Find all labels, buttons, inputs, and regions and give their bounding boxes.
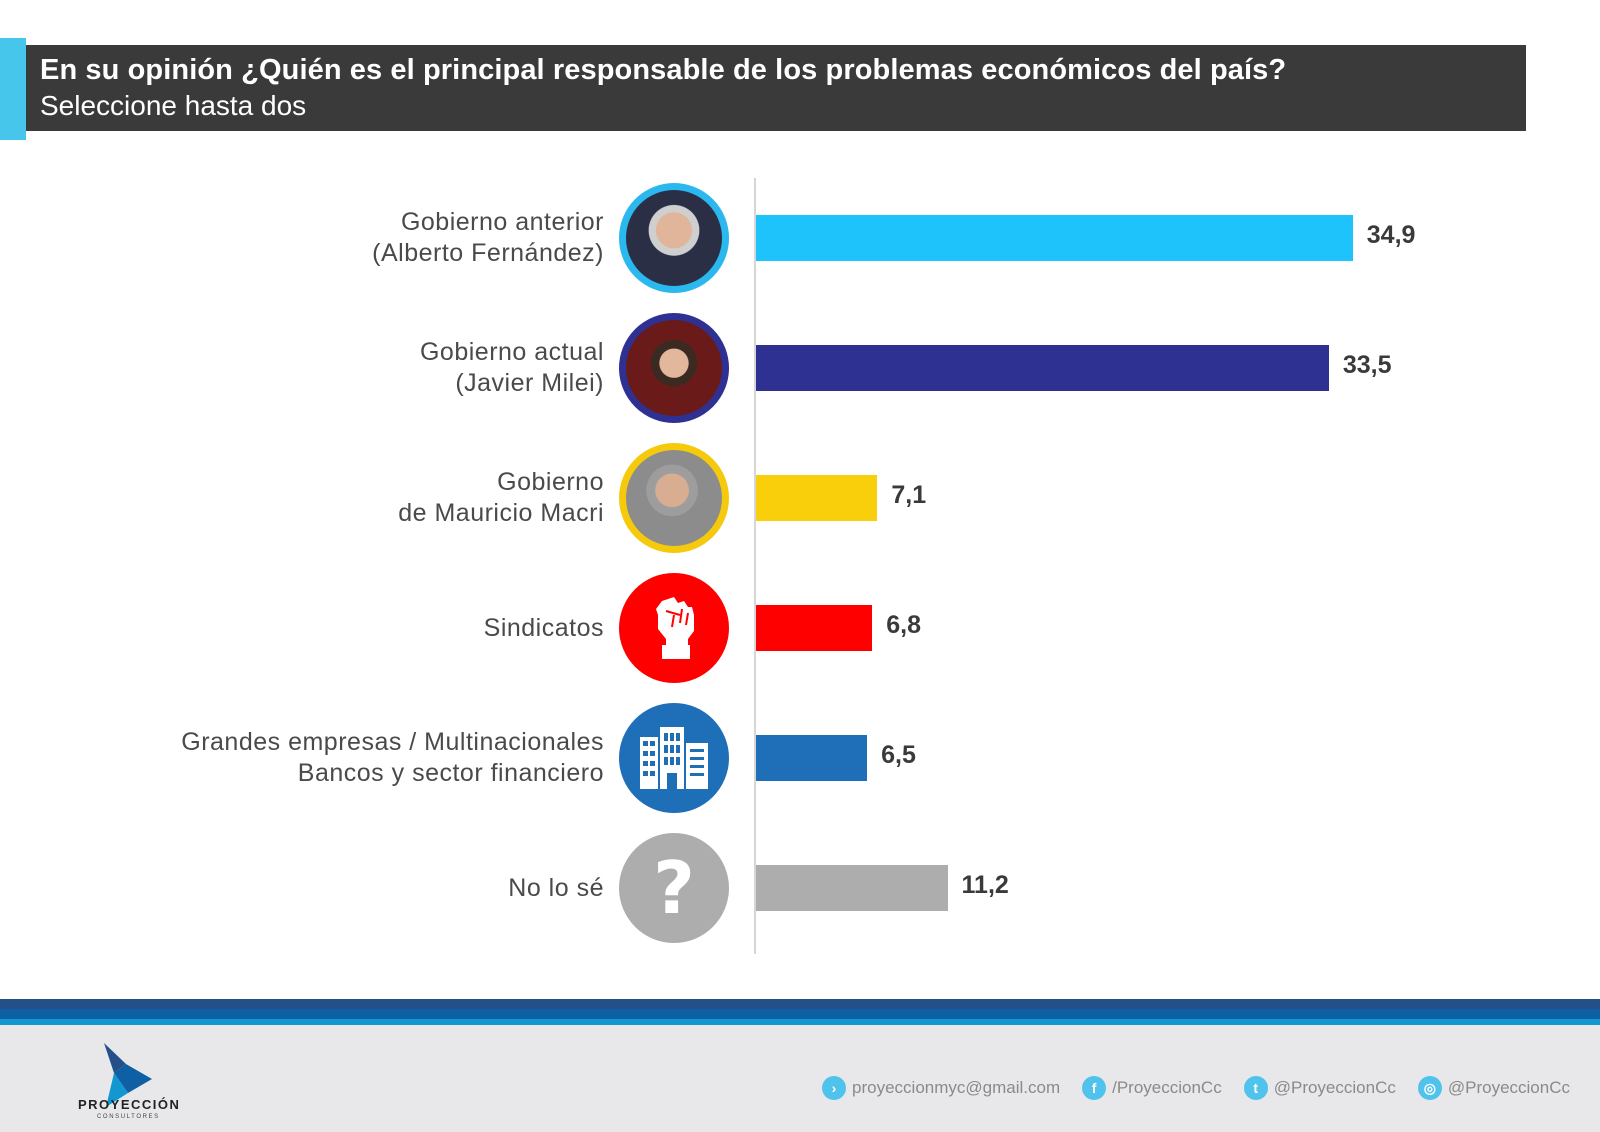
- footer-stripe: [0, 999, 1600, 1009]
- proyeccion-logo-icon: [104, 1043, 152, 1107]
- category-label: No lo sé: [508, 832, 604, 944]
- arrow-circle-icon: ›: [822, 1076, 847, 1100]
- bar: [756, 215, 1353, 261]
- category-label-line1: Sindicatos: [483, 613, 604, 642]
- bar: [756, 345, 1329, 391]
- chart-row: Gobierno anterior (Alberto Fernández) 34…: [0, 182, 1600, 294]
- category-label: Gobierno actual (Javier Milei): [420, 312, 604, 424]
- category-label-line2: Bancos y sector financiero: [297, 759, 604, 787]
- category-label-line1: Gobierno anterior: [400, 208, 604, 236]
- contact-text: @ProyeccionCc: [1273, 1078, 1396, 1097]
- footer-stripe: [0, 1009, 1600, 1019]
- category-label: Gobierno anterior (Alberto Fernández): [372, 182, 604, 294]
- data-label: 11,2: [961, 871, 1009, 899]
- accent-bar: [0, 38, 26, 140]
- chart-row: No lo sé ? 11,2: [0, 832, 1600, 944]
- footer-stripe: [0, 1019, 1600, 1025]
- category-label-line1: No lo sé: [508, 873, 604, 902]
- chart-subtitle: Seleccione hasta dos: [40, 90, 307, 121]
- chart-row: Gobierno de Mauricio Macri 7,1: [0, 442, 1600, 554]
- category-label-line1: Gobierno actual: [419, 338, 604, 366]
- question-mark-icon: ?: [619, 833, 729, 943]
- portrait-javier-milei: [619, 313, 729, 423]
- category-label: Gobierno de Mauricio Macri: [398, 442, 604, 554]
- chart-row: Grandes empresas / Multinacionales Banco…: [0, 702, 1600, 814]
- portrait-alberto-fernandez: [619, 183, 729, 293]
- chart-row: Gobierno actual (Javier Milei) 33,5: [0, 312, 1600, 424]
- contact-email[interactable]: › proyeccionmyc@gmail.com: [822, 1076, 1060, 1100]
- category-label: Sindicatos: [484, 572, 604, 684]
- raised-fist-icon: [619, 573, 729, 683]
- brand-name: PROYECCIÓN: [78, 1097, 181, 1112]
- category-label-line1: Gobierno: [497, 468, 604, 496]
- category-label-line1: Grandes empresas / Multinacionales: [181, 728, 604, 756]
- facebook-icon: f: [1082, 1076, 1107, 1100]
- bar: [756, 605, 873, 651]
- twitter-icon: t: [1243, 1076, 1268, 1100]
- contact-instagram[interactable]: ◎ @ProyeccionCc: [1417, 1076, 1570, 1100]
- title-banner: En su opinión ¿Quién es el principal res…: [26, 45, 1526, 131]
- chart-row: Sindicatos 6,8: [0, 572, 1600, 684]
- contact-text: @ProyeccionCc: [1447, 1078, 1570, 1097]
- contact-text: proyeccionmyc@gmail.com: [852, 1078, 1061, 1097]
- category-label-line2: (Javier Milei): [455, 369, 604, 397]
- building-icon: [619, 703, 729, 813]
- footer: PROYECCIÓN CONSULTORES › proyeccionmyc@g…: [0, 1025, 1600, 1132]
- chart-title: En su opinión ¿Quién es el principal res…: [40, 54, 1287, 86]
- category-label-line2: (Alberto Fernández): [372, 239, 604, 267]
- contact-list: › proyeccionmyc@gmail.com f /ProyeccionC…: [822, 1076, 1570, 1100]
- bar: [756, 475, 878, 521]
- data-label: 6,8: [886, 611, 922, 639]
- brand-subtitle: CONSULTORES: [97, 1114, 160, 1120]
- category-axis-line: [754, 178, 756, 954]
- instagram-icon: ◎: [1417, 1076, 1442, 1100]
- data-label: 34,9: [1366, 221, 1416, 249]
- category-label-line2: de Mauricio Macri: [398, 499, 604, 527]
- portrait-mauricio-macri: [619, 443, 729, 553]
- contact-facebook[interactable]: f /ProyeccionCc: [1082, 1076, 1222, 1100]
- contact-twitter[interactable]: t @ProyeccionCc: [1243, 1076, 1396, 1100]
- bar: [756, 865, 948, 911]
- data-label: 6,5: [881, 741, 916, 769]
- data-label: 7,1: [891, 481, 927, 509]
- category-label: Grandes empresas / Multinacionales Banco…: [181, 702, 604, 814]
- data-label: 33,5: [1342, 351, 1392, 379]
- bar: [756, 735, 868, 781]
- contact-text: /ProyeccionCc: [1112, 1078, 1222, 1097]
